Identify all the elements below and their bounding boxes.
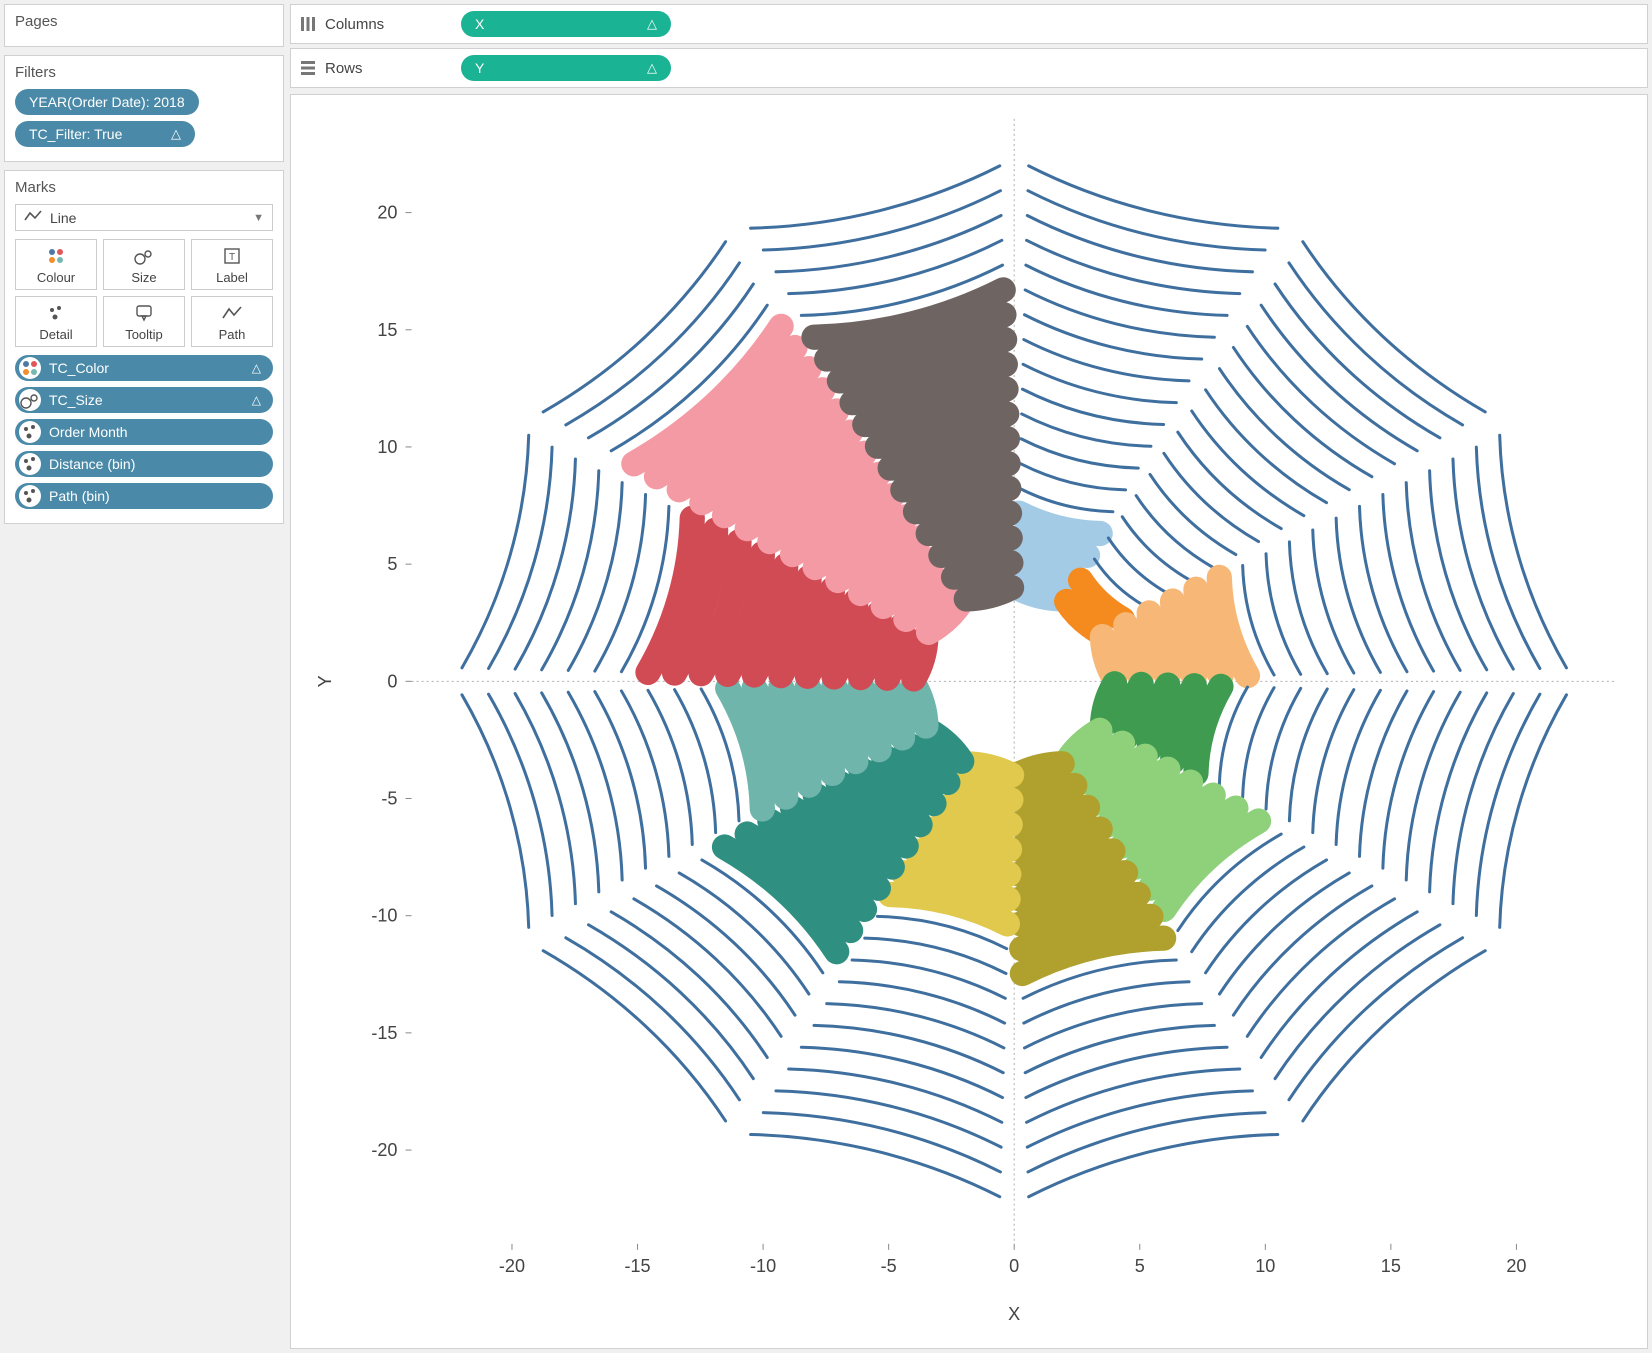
sizeblob-icon [19,389,41,411]
delta-icon: △ [252,361,261,375]
columns-pill-label: X [475,16,484,32]
pages-card: Pages [4,4,284,47]
columns-pill[interactable]: X △ [461,11,671,37]
delta-icon: △ [647,16,657,32]
rows-pill[interactable]: Y △ [461,55,671,81]
mark-pill[interactable]: Order Month [15,419,273,445]
svg-text:5: 5 [1135,1256,1145,1276]
svg-text:Y: Y [315,675,335,687]
detail3-icon [19,421,41,443]
size-icon [133,246,155,266]
delta-icon: △ [647,60,657,76]
mark-pill[interactable]: TC_Color △ [15,355,273,381]
path-icon [222,303,242,323]
svg-text:20: 20 [1506,1256,1526,1276]
svg-text:0: 0 [1009,1256,1019,1276]
svg-text:0: 0 [387,671,397,691]
svg-text:-15: -15 [624,1256,650,1276]
mark-pill[interactable]: Distance (bin) [15,451,273,477]
mark-pill-label: Order Month [49,424,261,440]
mark-option-tooltip[interactable]: Tooltip [103,296,185,347]
svg-text:-20: -20 [371,1140,397,1160]
filter-pill-label: TC_Filter: True [29,126,122,142]
line-icon [24,209,42,226]
mark-option-path[interactable]: Path [191,296,273,347]
colour-icon [46,246,66,266]
svg-text:X: X [1008,1304,1020,1324]
svg-text:-10: -10 [371,906,397,926]
mark-option-colour[interactable]: Colour [15,239,97,290]
chevron-down-icon: ▼ [253,212,264,224]
svg-text:10: 10 [1255,1256,1275,1276]
marks-card: Marks Line ▼ Colour Size T Label Detail Toolt… [4,170,284,524]
filters-title: Filters [15,64,273,81]
svg-text:-5: -5 [381,789,397,809]
mark-pill-label: TC_Size [49,392,244,408]
svg-text:20: 20 [377,203,397,223]
svg-text:-20: -20 [499,1256,525,1276]
mark-option-label: Size [131,270,156,285]
filter-pill[interactable]: TC_Filter: True △ [15,121,195,147]
svg-text:5: 5 [387,554,397,574]
mark-option-size[interactable]: Size [103,239,185,290]
mark-type-label: Line [50,210,76,226]
mark-option-detail[interactable]: Detail [15,296,97,347]
detail-icon [46,303,66,323]
rows-icon [299,59,317,77]
svg-text:15: 15 [377,320,397,340]
mark-option-label: Colour [37,270,75,285]
columns-label: Columns [325,16,384,33]
rows-label: Rows [325,60,363,77]
svg-text:-15: -15 [371,1023,397,1043]
pages-title: Pages [15,13,273,30]
mark-option-label: Label [216,270,248,285]
mark-pill-label: Distance (bin) [49,456,261,472]
columns-shelf[interactable]: Columns X △ [290,4,1648,44]
svg-text:-5: -5 [881,1256,897,1276]
mark-option-label: Detail [39,327,72,342]
mark-pill[interactable]: Path (bin) [15,483,273,509]
filter-pill[interactable]: YEAR(Order Date): 2018 [15,89,199,115]
mark-option-label: Tooltip [125,327,163,342]
delta-icon: △ [171,126,181,142]
mark-pill-label: Path (bin) [49,488,261,504]
mark-type-select[interactable]: Line ▼ [15,204,273,231]
detail3-icon [19,485,41,507]
filters-card: Filters YEAR(Order Date): 2018 TC_Filter:… [4,55,284,162]
dots4-icon [19,357,41,379]
mark-pill-label: TC_Color [49,360,244,376]
rows-shelf[interactable]: Rows Y △ [290,48,1648,88]
svg-text:T: T [229,252,235,263]
detail3-icon [19,453,41,475]
tooltip-icon [134,303,154,323]
marks-title: Marks [15,179,273,196]
filter-pill-label: YEAR(Order Date): 2018 [29,94,185,110]
mark-option-label[interactable]: T Label [191,239,273,290]
svg-text:10: 10 [377,437,397,457]
label-icon: T [222,246,242,266]
svg-text:15: 15 [1381,1256,1401,1276]
svg-text:-10: -10 [750,1256,776,1276]
columns-icon [299,15,317,33]
delta-icon: △ [252,393,261,407]
mark-option-label: Path [219,327,246,342]
mark-pill[interactable]: TC_Size △ [15,387,273,413]
rows-pill-label: Y [475,60,484,76]
chart-canvas[interactable]: -20 -15 -10 -5 0 5 10 15 20 -20 -15 -10 -5 0 5 10 15 20 X Y [290,94,1648,1349]
